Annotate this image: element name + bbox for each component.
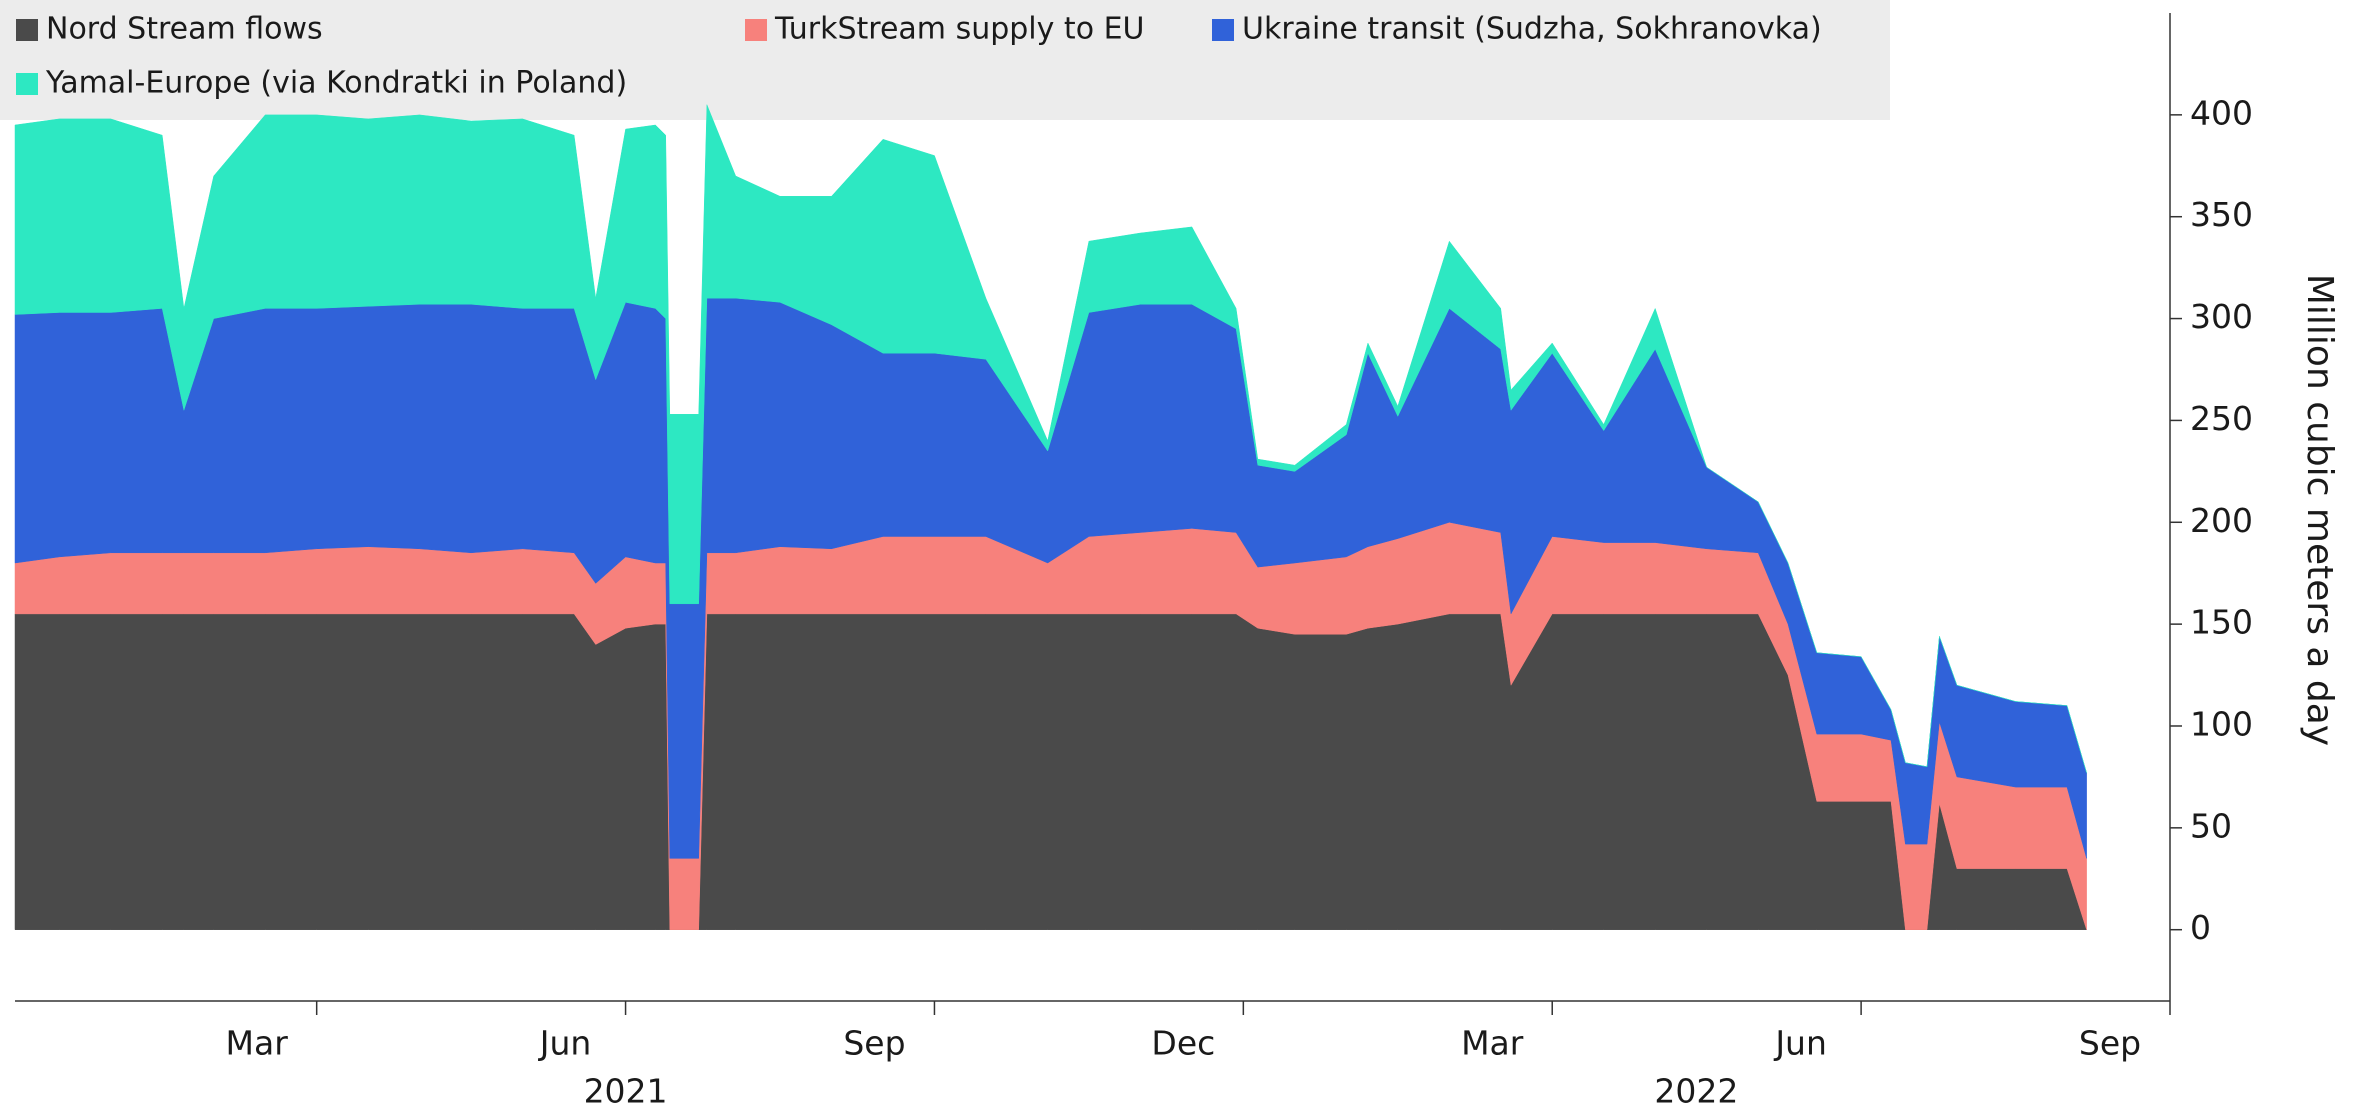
x-tick-label: Mar [1461,1024,1524,1063]
x-tick-label: Jun [538,1024,592,1063]
y-tick-label: 150 [2190,603,2253,642]
x-tick-label: Mar [226,1024,289,1063]
legend-swatch [745,19,767,41]
y-tick-label: 300 [2190,297,2253,336]
y-axis-label: Million cubic meters a day [2299,274,2340,746]
x-tick-label: Dec [1151,1024,1215,1063]
area [14,613,2087,930]
year-label: 2021 [584,1072,668,1111]
legend-band [0,0,1890,120]
legend-swatch [16,73,38,95]
legend-label: TurkStream supply to EU [774,12,1145,47]
y-tick-label: 0 [2190,908,2211,947]
legend-swatch [16,19,38,41]
x-tick-label: Sep [2079,1024,2141,1063]
x-tick-label: Sep [843,1024,905,1063]
y-tick-label: 400 [2190,93,2253,132]
year-label: 2022 [1654,1072,1738,1111]
area [14,104,2087,773]
legend-swatch [1212,19,1234,41]
legend-label: Nord Stream flows [46,12,323,47]
legend-label: Yamal-Europe (via Kondratki in Poland) [45,66,627,101]
y-tick-label: 50 [2190,806,2232,845]
y-tick-label: 350 [2190,195,2253,234]
y-tick-label: 250 [2190,399,2253,438]
y-tick-label: 100 [2190,704,2253,743]
x-tick-label: Jun [1773,1024,1827,1063]
legend-label: Ukraine transit (Sudzha, Sokhranovka) [1242,12,1822,47]
y-tick-label: 200 [2190,501,2253,540]
